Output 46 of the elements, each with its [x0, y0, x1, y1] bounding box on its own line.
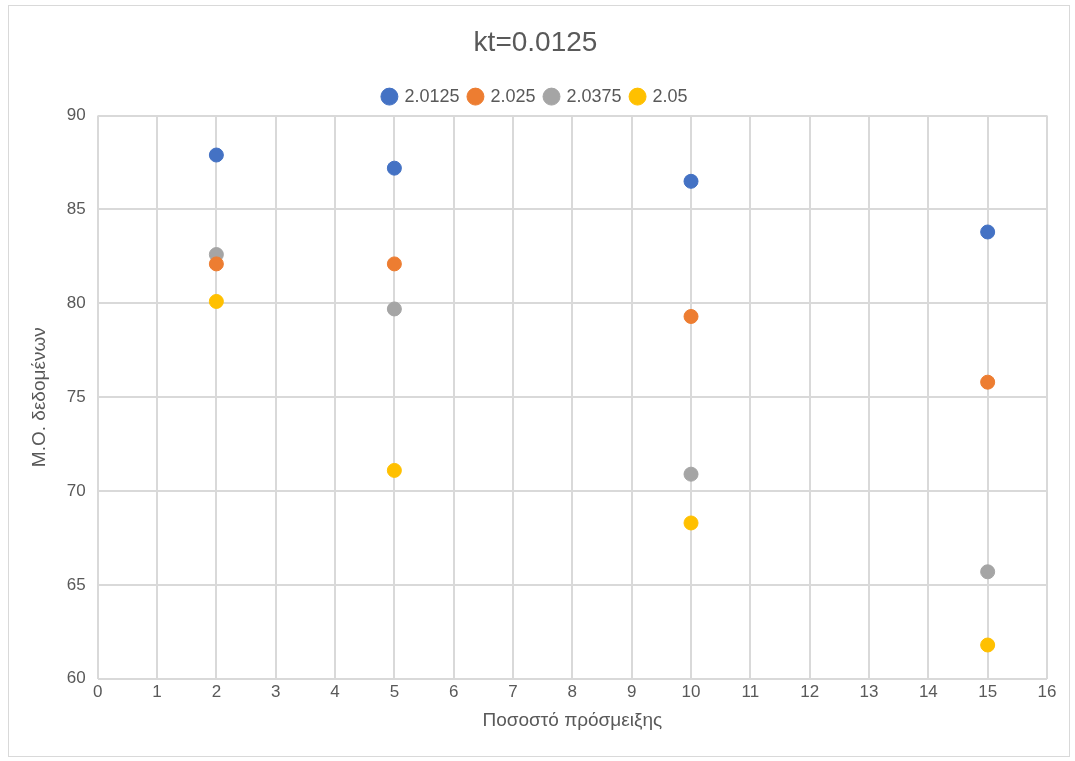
x-tick-label: 6 — [448, 681, 459, 701]
y-tick-label: 75 — [66, 386, 86, 406]
legend-label: 2.05 — [652, 85, 688, 106]
x-tick-label: 5 — [389, 681, 400, 701]
x-tick-label: 16 — [1037, 681, 1057, 701]
legend-label: 2.025 — [490, 85, 536, 106]
point — [683, 308, 699, 324]
x-tick-label: 12 — [800, 681, 820, 701]
y-tick-label: 85 — [66, 199, 86, 219]
point — [980, 564, 996, 580]
point — [208, 147, 224, 163]
x-tick-label: 4 — [330, 681, 340, 701]
x-tick-label: 7 — [508, 681, 518, 701]
point — [980, 637, 996, 653]
x-tick-label: 14 — [918, 681, 938, 701]
point — [208, 256, 224, 272]
legend-label: 2.0125 — [404, 85, 460, 106]
x-tick-label: 11 — [741, 681, 760, 701]
chart-title: kt=0.0125 — [473, 25, 598, 57]
point — [683, 173, 699, 189]
point — [683, 515, 699, 531]
x-tick-label: 10 — [681, 681, 701, 701]
point — [683, 466, 699, 482]
point — [208, 293, 224, 309]
y-tick-label: 65 — [66, 574, 86, 594]
point — [386, 160, 402, 176]
x-tick-label: 8 — [567, 681, 578, 701]
y-axis-title: Μ.Ο. δεδομένων — [27, 327, 49, 468]
point — [980, 224, 996, 240]
x-tick-label: 13 — [859, 681, 879, 701]
x-tick-label: 2 — [211, 681, 222, 701]
point — [386, 462, 402, 478]
x-tick-label: 0 — [92, 681, 103, 701]
y-tick-label: 80 — [66, 293, 86, 313]
x-tick-label: 3 — [270, 681, 281, 701]
y-tick-label: 70 — [66, 480, 86, 500]
point — [386, 256, 402, 272]
x-tick-label: 15 — [978, 681, 998, 701]
y-tick-label: 90 — [66, 105, 86, 125]
x-tick-label: 9 — [626, 681, 637, 701]
x-tick-label: 1 — [152, 681, 162, 701]
point — [386, 301, 402, 317]
legend-label: 2.0375 — [566, 85, 622, 106]
x-axis-title: Ποσοστό πρόσμειξης — [482, 708, 663, 730]
y-tick-label: 60 — [66, 668, 86, 688]
point — [980, 374, 996, 390]
